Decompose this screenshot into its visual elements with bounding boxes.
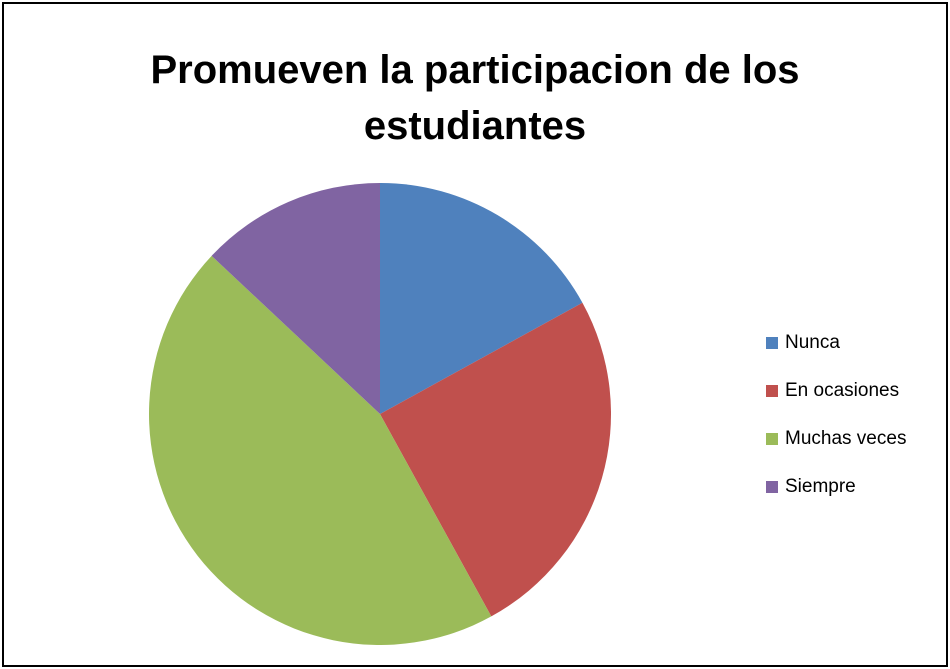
pie-slice [149, 255, 492, 645]
legend-swatch [766, 433, 778, 445]
legend-swatch [766, 337, 778, 349]
legend-label: En ocasiones [785, 380, 899, 401]
pie-slice [380, 183, 583, 414]
pie-slice [211, 183, 380, 414]
legend-label: Muchas veces [785, 428, 906, 449]
chart-title: Promueven la participacion de los estudi… [150, 48, 800, 148]
legend-swatch [766, 385, 778, 397]
legend-label: Siempre [785, 476, 856, 497]
legend-label: Nunca [785, 332, 840, 353]
pie-slice [380, 302, 611, 617]
legend-swatch [766, 481, 778, 493]
